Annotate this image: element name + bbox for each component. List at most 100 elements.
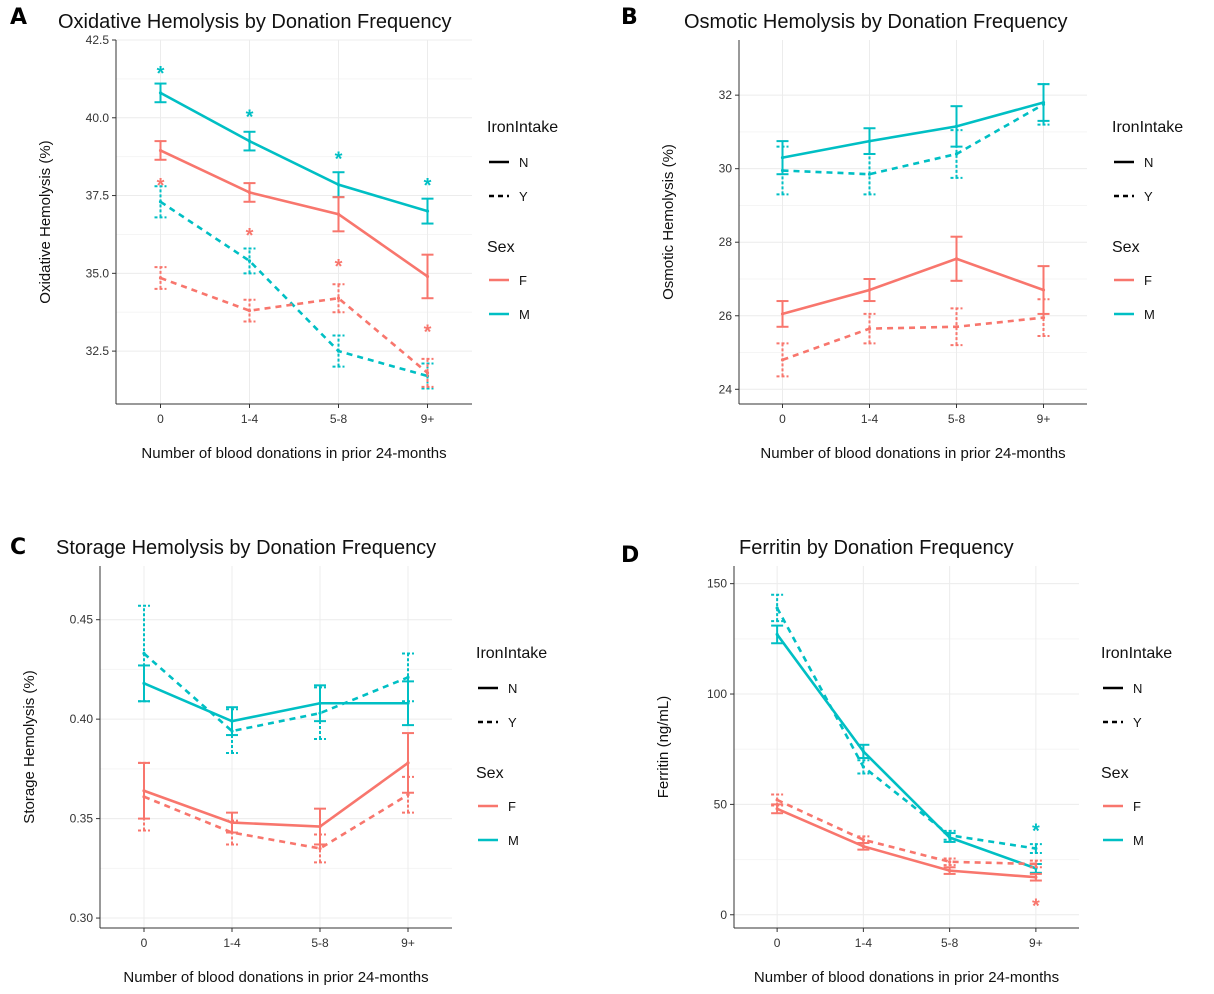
series-f-y [138,761,414,864]
data-point [318,846,322,851]
y-axis-label: Storage Hemolysis (%) [21,670,38,823]
x-axis-label: Number of blood donations in prior 24-mo… [141,445,446,462]
error-bar [943,829,956,841]
series-f-y [776,298,1050,378]
x-tick-label: 9+ [1037,412,1051,426]
legend-label: F [519,273,527,288]
series-m-n [154,82,434,225]
series-m-y [138,604,414,754]
error-bar [138,761,150,832]
gridlines [116,39,472,404]
significance-star: * [1032,821,1040,843]
data-point [1034,862,1038,866]
chart-title: Osmotic Hemolysis by Donation Frequency [684,11,1067,33]
data-point [247,139,252,143]
x-tick-label: 1-4 [241,412,259,426]
data-point [318,711,322,715]
x-tick-label: 1-4 [861,412,879,426]
chart-title: Ferritin by Donation Frequency [739,537,1014,559]
data-point [142,651,146,656]
data-point [867,139,872,143]
data-point [861,749,865,754]
data-point [247,309,252,313]
y-tick-label: 30 [719,162,733,176]
y-tick-label: 26 [719,309,733,323]
legend-label: N [1133,681,1142,696]
error-bar [1029,843,1042,854]
legend-label: M [1133,833,1144,848]
panel-letter: A [10,5,27,30]
data-point [861,765,865,769]
series-line [782,257,1044,316]
legend-sex-title: Sex [1101,765,1129,782]
series-line [159,149,429,278]
gridlines [739,40,1087,404]
error-bar [863,312,876,345]
legend-iron-title: IronIntake [476,645,547,662]
x-tick-label: 0 [774,936,781,950]
data-point [406,761,410,765]
data-point [867,172,872,176]
series-m-n [776,83,1050,176]
legend-sex-title: Sex [487,239,515,256]
series-line [143,682,408,723]
y-tick-label: 24 [719,382,733,396]
data-point [861,844,865,848]
error-bar [950,307,963,347]
data-point [406,793,410,797]
series-m-y [771,593,1042,854]
x-tick-label: 9+ [421,412,435,426]
series-m-y [776,83,1050,196]
data-point [158,200,163,204]
x-tick-label: 1-4 [855,936,873,950]
x-tick-label: 9+ [401,936,415,950]
chart-panel-b: B Osmotic Hemolysis by Donation Frequency… [621,5,1183,462]
data-point [867,288,872,292]
x-axis-label: Number of blood donations in prior 24-mo… [760,445,1065,462]
x-tick-label: 9+ [1029,936,1043,950]
y-tick-label: 40.0 [86,111,110,125]
data-point [336,212,341,216]
series-line [782,103,1045,176]
legend-label: F [1144,273,1152,288]
data-point [954,257,959,261]
panel-letter: B [621,5,638,30]
data-point [318,824,322,829]
series-line [143,793,409,850]
significance-star: * [246,225,254,247]
series-line [782,101,1044,159]
data-point [780,168,785,173]
significance-star: * [157,63,165,85]
legend-label: N [1144,155,1153,170]
chart-panel-c: C Storage Hemolysis by Donation Frequency… [10,535,547,986]
significance-star: * [1032,896,1040,918]
y-axis-label: Ferritin (ng/mL) [655,696,672,799]
y-tick-label: 0 [720,908,727,922]
significance-star: * [335,256,343,278]
y-tick-label: 28 [719,235,733,249]
series-m-n [138,664,414,737]
series-line [159,91,428,213]
legend-label: M [508,833,519,848]
series-f-n [138,732,414,846]
significance-star: * [424,175,432,197]
y-tick-label: 150 [707,577,727,591]
series-line [159,200,428,378]
x-tick-label: 1-4 [223,936,241,950]
data-point [780,312,785,316]
panel-letter: D [621,543,639,568]
x-tick-label: 0 [141,936,148,950]
data-point [336,296,341,300]
error-bar [950,129,963,179]
error-bar [332,283,345,314]
data-point [780,358,785,362]
y-tick-label: 42.5 [86,33,110,47]
chart-title: Storage Hemolysis by Donation Frequency [56,537,436,559]
legend-iron-title: IronIntake [1101,645,1172,662]
x-axis-label: Number of blood donations in prior 24-mo… [754,969,1059,986]
legend-label: Y [508,715,517,730]
y-tick-label: 0.40 [70,712,94,726]
series-f-y [154,266,434,388]
gridlines [734,566,1079,928]
